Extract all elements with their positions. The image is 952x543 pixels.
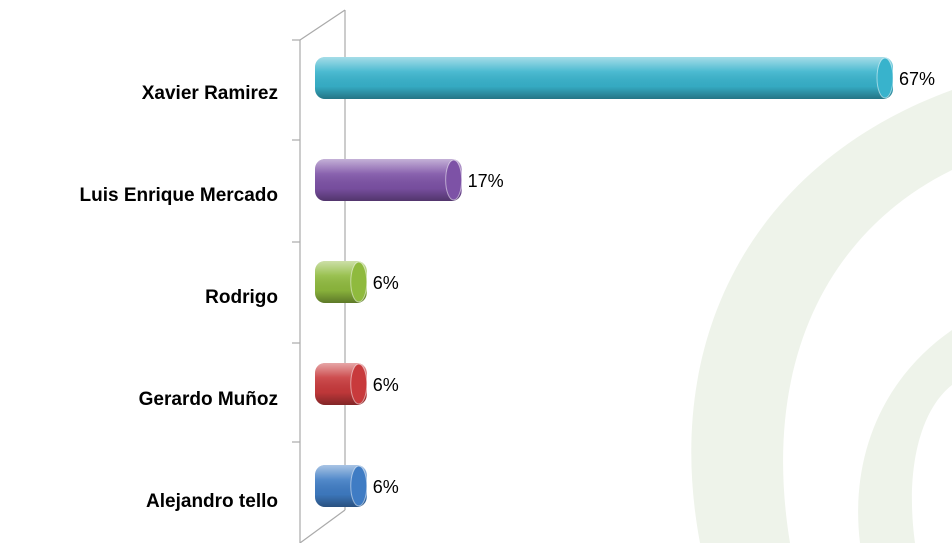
bar-cap: [350, 465, 368, 507]
category-label: Luis Enrique Mercado: [80, 185, 278, 206]
value-label: 6%: [373, 477, 399, 497]
background-leaf: [691, 90, 952, 543]
category-label: Xavier Ramirez: [142, 83, 278, 104]
value-label: 17%: [468, 171, 504, 191]
bar-cap: [876, 57, 894, 99]
category-label: Alejandro tello: [146, 491, 278, 512]
value-label: 67%: [899, 69, 935, 89]
bar-shine: [315, 159, 462, 201]
value-label: 6%: [373, 375, 399, 395]
category-label: Rodrigo: [205, 287, 278, 308]
bar-cap: [350, 261, 368, 303]
bar-shine: [315, 57, 893, 99]
bar-cap: [350, 363, 368, 405]
value-label: 6%: [373, 273, 399, 293]
category-label: Gerardo Muñoz: [139, 389, 278, 410]
bar-cap: [445, 159, 463, 201]
